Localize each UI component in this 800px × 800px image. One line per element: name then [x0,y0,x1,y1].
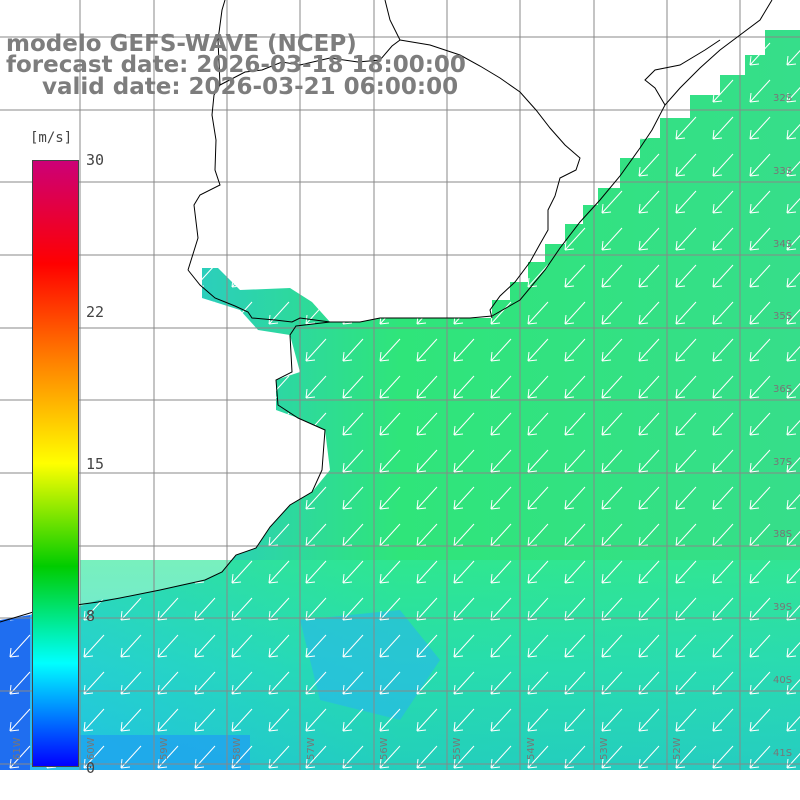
lat-label: 40S [773,675,793,686]
lat-label: 37S [773,457,793,468]
model-title: modelo GEFS-WAVE (NCEP) [6,31,357,57]
lat-label: 36S [773,384,793,395]
lon-label: 53W [599,737,610,760]
lon-label: 54W [526,737,537,760]
lat-label: 35S [773,311,793,322]
colorbar-tick-8: 8 [86,607,96,625]
lat-label: 32S [773,93,793,104]
colorbar-tick-30: 30 [86,151,105,169]
lon-label: 52W [672,737,683,760]
graticule [0,0,800,770]
forecast-date: forecast date: 2026-03-18 18:00:00 [6,52,466,78]
coastline [0,0,773,623]
colorbar-units: [m/s] [30,130,73,146]
lat-label: 39S [773,602,793,613]
lon-label: 58W [232,737,243,760]
colorbar-tick-15: 15 [86,455,105,473]
lat-label: 38S [773,529,793,540]
valid-date: valid date: 2026-03-21 06:00:00 [42,74,459,100]
colorbar-tick-0: 0 [86,759,96,777]
lat-label: 41S [773,748,793,759]
colorbar [32,160,79,767]
lon-label: 55W [452,737,463,760]
lon-label: 57W [306,737,317,760]
lat-label: 33S [773,166,793,177]
lon-label: 59W [159,737,170,760]
lon-label: 60W [86,737,97,760]
lon-label: 61W [12,737,23,760]
lon-label: 56W [379,737,390,760]
lat-label: 34S [773,239,793,250]
colorbar-tick-22: 22 [86,303,105,321]
